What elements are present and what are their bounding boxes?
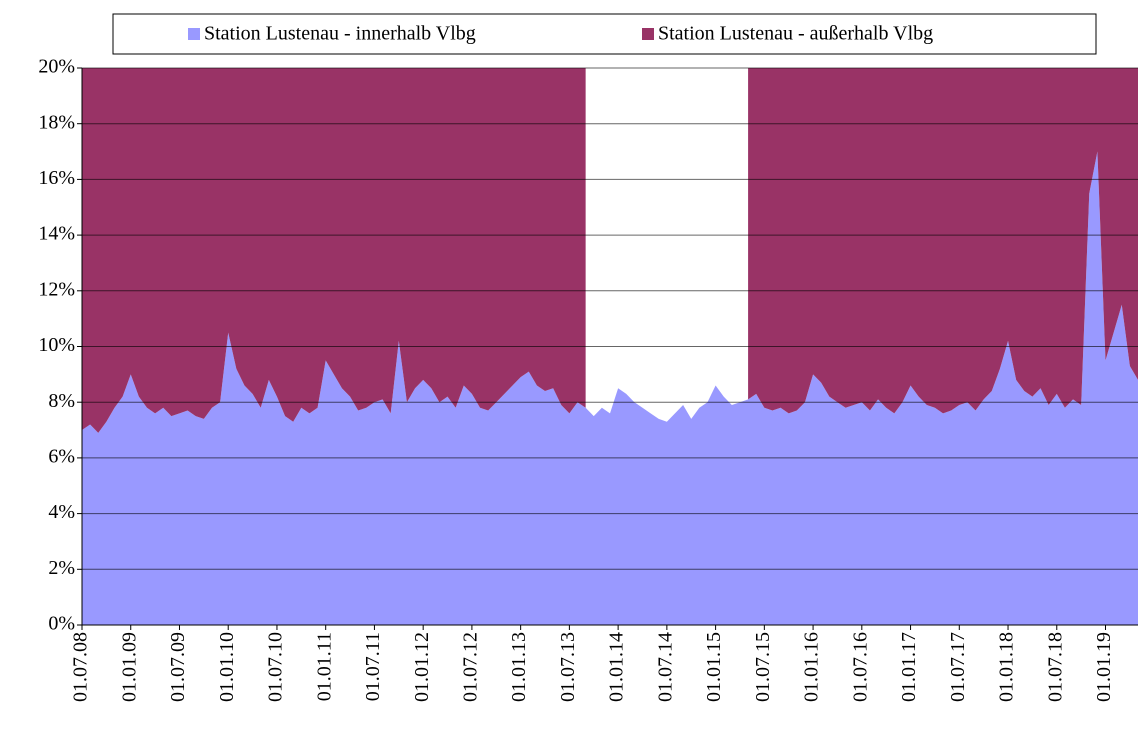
axes: 0% 2% 4% 6% 8% 10% 12% 14% 16% 18% 20% 01.07.08 01.0… <box>38 56 1138 702</box>
x-tick-label: 01.01.10 <box>216 632 238 702</box>
legend-swatch <box>642 28 654 40</box>
y-tick-label: 18% <box>38 111 75 133</box>
x-tick-label: 01.07.17 <box>947 632 969 702</box>
area <box>82 68 586 433</box>
x-tick-label: 01.07.10 <box>265 632 287 702</box>
x-tick-label: 01.01.16 <box>801 632 823 702</box>
y-tick-label: 8% <box>48 390 75 412</box>
y-tick-label: 14% <box>38 223 75 245</box>
x-tick-label: 01.01.17 <box>898 632 920 702</box>
x-tick-label: 01.01.19 <box>1093 632 1115 702</box>
legend-swatch <box>188 28 200 40</box>
x-tick-label: 01.07.13 <box>557 632 579 702</box>
x-tick-label: 01.01.09 <box>118 632 140 702</box>
x-tick-label: 01.01.15 <box>703 632 725 702</box>
plot-area <box>82 68 1138 625</box>
x-tick-label: 01.01.11 <box>313 632 335 701</box>
x-tick-label: 01.01.12 <box>411 632 433 702</box>
legend-box <box>112 13 1097 55</box>
y-tick-label: 4% <box>48 501 75 523</box>
x-tick-label: 01.01.18 <box>996 632 1018 702</box>
y-tick-label: 12% <box>38 278 75 300</box>
x-tick-label: 01.07.18 <box>1044 632 1066 702</box>
x-tick-label: 01.07.08 <box>70 632 92 702</box>
x-tick-label: 01.07.09 <box>167 632 189 702</box>
x-tick-label: 01.07.11 <box>362 632 384 701</box>
y-tick-label: 0% <box>48 613 75 635</box>
y-tick-label: 10% <box>38 334 75 356</box>
area <box>82 151 1138 625</box>
x-tick-label: 01.01.13 <box>508 632 530 702</box>
y-tick-label: 6% <box>48 445 75 467</box>
y-tick-label: 20% <box>38 56 75 78</box>
y-tick-label: 2% <box>48 557 75 579</box>
x-tick-label: 01.07.12 <box>460 632 482 702</box>
x-tick-label: 01.07.15 <box>752 632 774 702</box>
legend-label: Station Lustenau - außerhalb Vlbg <box>658 23 933 45</box>
x-tick-label: 01.07.14 <box>654 632 676 702</box>
x-tick-label: 01.07.16 <box>849 632 871 702</box>
legend-label: Station Lustenau - innerhalb Vlbg <box>204 23 476 45</box>
y-tick-label: 16% <box>38 167 75 189</box>
x-tick-label: 01.01.14 <box>606 632 628 702</box>
area <box>748 68 1138 414</box>
